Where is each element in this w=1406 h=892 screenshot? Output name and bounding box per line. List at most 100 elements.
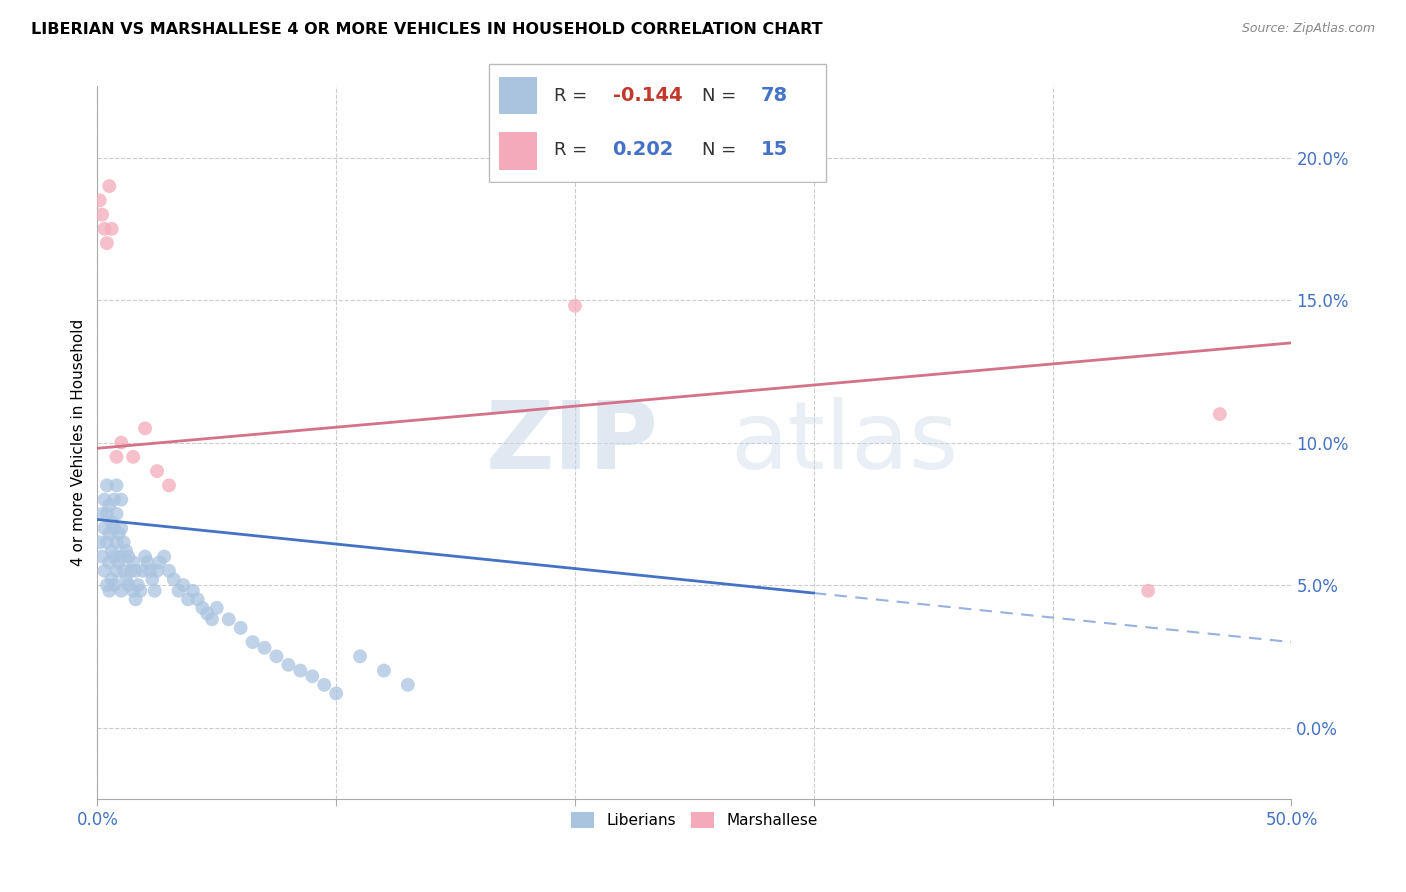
Point [110, 492, 132, 507]
Point [253, 640, 276, 655]
Text: 15: 15 [761, 140, 787, 160]
Point [266, 649, 288, 664]
Point [136, 555, 159, 569]
Point [98, 498, 121, 512]
Point [229, 621, 252, 635]
Point [91, 507, 114, 521]
Point [100, 573, 122, 587]
Point [93, 564, 115, 578]
Point [110, 435, 132, 450]
Point [124, 564, 146, 578]
Point [98, 526, 121, 541]
Point [100, 222, 122, 236]
Point [103, 578, 125, 592]
Point [143, 583, 166, 598]
Point [134, 421, 156, 435]
Point [108, 555, 131, 569]
Point [93, 521, 115, 535]
Text: R =: R = [554, 141, 593, 159]
Point [195, 607, 218, 621]
Point [218, 612, 240, 626]
Point [129, 583, 152, 598]
Text: atlas: atlas [730, 397, 959, 489]
Point [89, 535, 111, 549]
Point [112, 564, 135, 578]
Point [105, 478, 128, 492]
FancyBboxPatch shape [488, 63, 827, 182]
Point [96, 507, 118, 521]
Point [115, 573, 138, 587]
Point [242, 635, 264, 649]
Point [96, 578, 118, 592]
Point [373, 664, 395, 678]
Point [100, 516, 122, 530]
Legend: Liberians, Marshallese: Liberians, Marshallese [565, 805, 824, 834]
Text: -0.144: -0.144 [613, 86, 682, 105]
Point [98, 179, 121, 194]
Point [110, 583, 132, 598]
Point [177, 592, 200, 607]
Point [1209, 407, 1232, 421]
Point [191, 600, 214, 615]
Point [153, 549, 176, 564]
Point [122, 450, 145, 464]
Text: 0.202: 0.202 [613, 140, 673, 160]
Point [122, 583, 145, 598]
Point [301, 669, 323, 683]
Point [105, 564, 128, 578]
Point [96, 535, 118, 549]
Text: N =: N = [702, 87, 742, 104]
Point [205, 600, 228, 615]
Point [172, 578, 194, 592]
Point [167, 583, 190, 598]
Point [163, 573, 186, 587]
Text: Source: ZipAtlas.com: Source: ZipAtlas.com [1241, 22, 1375, 36]
Point [314, 678, 336, 692]
Point [105, 507, 128, 521]
Point [93, 222, 115, 236]
Point [1137, 583, 1160, 598]
Point [134, 549, 156, 564]
Point [96, 478, 118, 492]
Point [120, 564, 142, 578]
Point [146, 464, 169, 478]
Point [115, 544, 138, 558]
Y-axis label: 4 or more Vehicles in Household: 4 or more Vehicles in Household [72, 319, 86, 566]
FancyBboxPatch shape [499, 77, 537, 114]
Point [157, 478, 180, 492]
Point [98, 555, 121, 569]
Point [187, 592, 209, 607]
Point [157, 564, 180, 578]
Point [103, 521, 125, 535]
Point [564, 299, 586, 313]
Point [141, 573, 163, 587]
Point [132, 564, 155, 578]
Point [89, 194, 111, 208]
Point [290, 664, 312, 678]
Point [103, 492, 125, 507]
Text: N =: N = [702, 141, 742, 159]
Point [201, 612, 224, 626]
Point [105, 535, 128, 549]
Point [98, 583, 121, 598]
Point [181, 583, 204, 598]
Point [325, 686, 347, 700]
Point [349, 649, 371, 664]
Point [277, 657, 299, 672]
Point [396, 678, 419, 692]
Point [117, 549, 139, 564]
Point [93, 492, 115, 507]
Point [148, 555, 170, 569]
Point [105, 450, 128, 464]
Point [127, 578, 149, 592]
Text: R =: R = [554, 87, 593, 104]
FancyBboxPatch shape [499, 132, 537, 169]
Text: 78: 78 [761, 86, 787, 105]
Point [110, 549, 132, 564]
Point [108, 526, 131, 541]
Text: LIBERIAN VS MARSHALLESE 4 OR MORE VEHICLES IN HOUSEHOLD CORRELATION CHART: LIBERIAN VS MARSHALLESE 4 OR MORE VEHICL… [31, 22, 823, 37]
Point [103, 549, 125, 564]
Point [91, 549, 114, 564]
Point [112, 535, 135, 549]
Point [124, 592, 146, 607]
